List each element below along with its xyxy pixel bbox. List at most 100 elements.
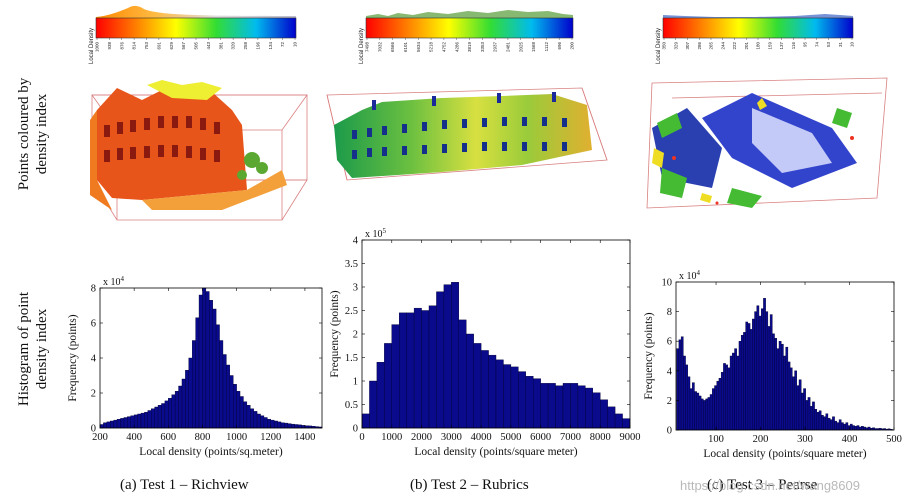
point-cloud-richview bbox=[90, 80, 308, 221]
x-tick-label: 0 bbox=[359, 432, 364, 443]
caption-richview: (a) Test 1 – Richview bbox=[120, 477, 249, 493]
histogram-bar bbox=[752, 318, 755, 431]
x-tick-label: 1000 bbox=[381, 432, 402, 443]
colorbar-tick-label: 6566 bbox=[390, 42, 395, 53]
colorbar-tick-label: 258 bbox=[243, 42, 248, 50]
colorbar-tick-label: 201 bbox=[744, 42, 749, 50]
histogram-bar bbox=[707, 397, 711, 431]
x-tick-label: 4000 bbox=[471, 432, 492, 443]
histogram-bar bbox=[838, 419, 842, 431]
histogram-bar bbox=[763, 298, 766, 431]
histogram-bar bbox=[727, 367, 731, 431]
y-tick-label: 4 bbox=[667, 366, 673, 377]
x-tick-label: 100 bbox=[708, 434, 724, 445]
building-facade-rubrics bbox=[334, 94, 592, 178]
building-facade-richview bbox=[97, 88, 247, 200]
x-tick-label: 400 bbox=[126, 432, 142, 443]
x-tick-label: 8000 bbox=[590, 432, 611, 443]
histogram-bar bbox=[743, 332, 746, 431]
histogram-bar bbox=[700, 398, 704, 431]
histogram-bar bbox=[676, 348, 680, 431]
histogram-bar bbox=[847, 425, 851, 431]
colorbar-tick-label: 244 bbox=[720, 42, 725, 50]
y-axis-label: Frequency (points) bbox=[329, 290, 341, 377]
histogram-bar bbox=[687, 376, 691, 431]
histogram-bar bbox=[825, 413, 829, 431]
colorbar-rubrics-ticks: 7498 7032 6566 6101 5634 5218 4752 4286 3819 3353… bbox=[365, 38, 575, 52]
histogram-bar bbox=[796, 385, 800, 431]
caption-pearse: (c) Test 3 – Pearse bbox=[707, 477, 818, 493]
bounding-box-pearse bbox=[646, 77, 888, 209]
histogram-bar bbox=[740, 335, 744, 431]
histogram-bar bbox=[845, 422, 849, 431]
colorbar-rubrics-histogram bbox=[366, 10, 573, 18]
histogram-bar bbox=[781, 343, 784, 431]
colorbar-rubrics: Local Density 7498 7032 6566 6101 5634 5218 47… bbox=[359, 10, 575, 64]
colorbar-richview-ticks: 1000 938 876 814 753 691 629 567 505 443 381 320 258… bbox=[95, 38, 298, 52]
colorbar-tick-label: 74 bbox=[814, 42, 819, 48]
histogram-bar bbox=[765, 311, 769, 431]
y-tick-label: 10 bbox=[662, 278, 673, 289]
colorbar-tick-label: 3819 bbox=[467, 42, 472, 53]
histogram-bar bbox=[703, 400, 706, 431]
histogram-bars bbox=[361, 282, 631, 429]
ground-richview bbox=[142, 170, 287, 210]
histogram-bar bbox=[769, 314, 773, 431]
colorbar-tick-label: 196 bbox=[255, 42, 260, 50]
histogram-bar bbox=[694, 391, 697, 431]
x-tick-label: 500 bbox=[886, 434, 902, 445]
histogram-bar bbox=[854, 426, 858, 431]
colorbar-tick-label: 7032 bbox=[377, 42, 382, 53]
trees-richview bbox=[237, 152, 268, 180]
histogram-bar bbox=[685, 364, 688, 431]
x-tick-label: 800 bbox=[195, 432, 211, 443]
histogram-bar bbox=[683, 355, 686, 431]
histogram-bar bbox=[841, 422, 844, 431]
y-tick-label: 0 bbox=[667, 426, 672, 437]
histogram-bar bbox=[747, 323, 751, 431]
x-tick-label: 5000 bbox=[500, 432, 521, 443]
y-tick-label: 3 bbox=[353, 283, 358, 294]
histogram-bar bbox=[834, 420, 838, 431]
colorbar-pearse-histogram bbox=[663, 14, 853, 18]
point-cloud-pearse bbox=[646, 77, 888, 209]
histogram-bar bbox=[818, 410, 822, 431]
histogram-bar bbox=[696, 392, 700, 431]
histogram-bar bbox=[754, 311, 757, 431]
x-tick-label: 2000 bbox=[411, 432, 432, 443]
y-tick-label: 2 bbox=[667, 396, 672, 407]
histogram-bar bbox=[783, 355, 786, 431]
colorbar-tick-label: 3353 bbox=[480, 42, 485, 53]
vegetation-pearse bbox=[657, 108, 852, 208]
histogram-bar bbox=[725, 364, 729, 431]
histogram-bar bbox=[767, 326, 771, 431]
y-tick-label: 4 bbox=[91, 354, 97, 365]
colorbar-tick-label: 938 bbox=[107, 42, 112, 50]
colorbar-tick-label: 265 bbox=[709, 42, 714, 50]
roof-highlight-pearse bbox=[752, 108, 832, 173]
y-axis-label: Frequency (points) bbox=[67, 314, 79, 401]
colorbar-tick-label: 1112 bbox=[544, 42, 549, 52]
y-tick-label: 1 bbox=[353, 377, 358, 388]
histogram-bar bbox=[698, 395, 702, 431]
histogram-bar bbox=[843, 423, 846, 431]
colorbar-tick-label: 1000 bbox=[95, 42, 100, 53]
histogram-bar bbox=[836, 422, 840, 431]
colorbar-tick-label: 1568 bbox=[531, 42, 536, 53]
colorbar-tick-label: 5218 bbox=[429, 42, 434, 53]
colorbar-tick-label: 4752 bbox=[441, 42, 446, 53]
y-multiplier: x 104 bbox=[103, 275, 125, 288]
histogram-bar bbox=[856, 425, 860, 431]
colorbar-pearse-title: Local Density bbox=[656, 28, 662, 64]
y-multiplier: x 105 bbox=[365, 227, 387, 240]
colorbar-tick-label: 350 bbox=[662, 42, 667, 50]
x-tick-label: 200 bbox=[92, 432, 108, 443]
colorbar-tick-label: 222 bbox=[732, 42, 737, 50]
histogram-bar bbox=[760, 308, 764, 431]
histogram-bar bbox=[712, 388, 715, 431]
histogram-bar bbox=[812, 401, 815, 431]
y-tick-label: 0.5 bbox=[345, 400, 358, 411]
plot-frame bbox=[675, 281, 895, 431]
x-tick-label: 1200 bbox=[260, 432, 281, 443]
colorbar-tick-label: 137 bbox=[779, 42, 784, 50]
